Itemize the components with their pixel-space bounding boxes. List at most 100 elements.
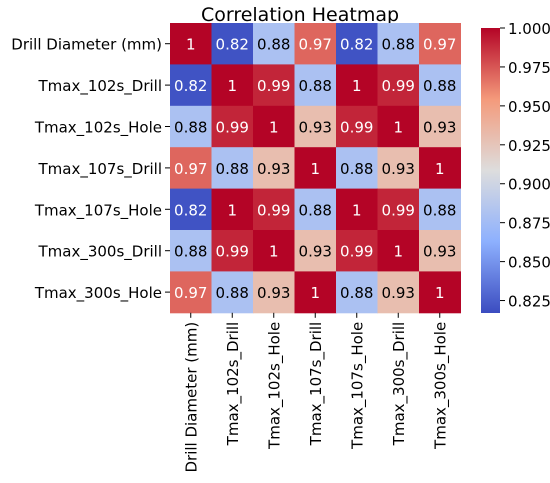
row-label: Tmax_107s_Hole — [34, 201, 162, 220]
heatmap-cell — [294, 147, 337, 190]
heatmap-cell — [419, 23, 461, 65]
heatmap-cell — [294, 230, 337, 272]
column-label: Tmax_300s_Hole — [432, 322, 451, 450]
cell-value-label: 0.88 — [174, 119, 207, 137]
heatmap-cell — [211, 271, 254, 314]
column-label: Tmax_102s_Drill — [224, 322, 243, 447]
row-label: Tmax_102s_Hole — [34, 119, 162, 138]
cell-value-label: 0.88 — [340, 160, 373, 178]
cell-value-label: 0.93 — [423, 243, 456, 261]
heatmap-cell — [253, 188, 295, 231]
cell-value-label: 1 — [352, 77, 362, 95]
colorbar-tick-label: 0.875 — [508, 215, 550, 233]
cell-value-label: 0.99 — [257, 201, 290, 219]
heatmap-cell — [170, 23, 212, 65]
colorbar-tick-label: 0.975 — [508, 59, 550, 77]
heatmap-cell — [336, 188, 378, 231]
column-labels: Drill Diameter (mm) Tmax_102s_Drill Tmax_1… — [183, 312, 451, 473]
column-label: Tmax_107s_Hole — [349, 322, 368, 450]
heatmap-cell — [419, 105, 461, 148]
row-labels: Drill Diameter (mm) Tmax_102s_Drill Tmax_1… — [11, 36, 170, 303]
heatmap-cell — [294, 271, 337, 314]
cell-value-label: 0.93 — [382, 284, 415, 302]
row-label: Tmax_300s_Hole — [34, 284, 162, 303]
cell-value-label: 1 — [435, 284, 445, 302]
cell-value-label: 0.93 — [423, 119, 456, 137]
cell-value-label: 0.97 — [174, 160, 207, 178]
colorbar-tick-label: 0.825 — [508, 293, 550, 311]
cell-value-label: 0.82 — [340, 36, 373, 54]
heatmap-cell — [377, 23, 420, 65]
colorbar-tick-label: 0.925 — [508, 137, 550, 155]
row-label: Drill Diameter (mm) — [11, 36, 162, 54]
cell-value-label: 0.88 — [257, 36, 290, 54]
cell-value-label: 0.99 — [340, 119, 373, 137]
colorbar: 1.000 0.975 0.950 0.925 0.900 0.875 0.850 0.825 — [481, 20, 550, 313]
heatmap-cell — [294, 105, 337, 148]
cell-value-label: 1 — [269, 243, 279, 261]
cell-value-label: 0.93 — [382, 160, 415, 178]
colorbar-tick-label: 1.000 — [508, 20, 550, 38]
heatmap-cells: 1 0.82 0.88 0.97 0.82 0.88 0.97 0.82 1 0.99 0.88 1 0… — [170, 23, 461, 314]
cell-value-label: 1 — [227, 201, 237, 219]
heatmap-cell — [377, 230, 420, 272]
heatmap-cell — [170, 188, 212, 231]
cell-value-label: 0.88 — [216, 284, 249, 302]
heatmap-cell — [377, 147, 420, 190]
cell-value-label: 1 — [310, 284, 320, 302]
column-label: Tmax_102s_Hole — [266, 322, 285, 450]
heatmap-cell — [253, 271, 295, 314]
heatmap-cell — [253, 147, 295, 190]
heatmap-cell — [253, 64, 295, 107]
row-label: Tmax_300s_Drill — [37, 243, 162, 262]
cell-value-label: 0.82 — [174, 201, 207, 219]
heatmap-cell — [170, 271, 212, 314]
heatmap-cell — [170, 147, 212, 190]
heatmap-cell — [336, 271, 378, 314]
cell-value-label: 0.93 — [257, 160, 290, 178]
cell-value-label: 1 — [186, 36, 196, 54]
cell-value-label: 0.99 — [257, 77, 290, 95]
heatmap-cell — [377, 105, 420, 148]
cell-value-label: 0.99 — [340, 243, 373, 261]
heatmap-cell — [253, 23, 295, 65]
heatmap-cell — [419, 147, 461, 190]
heatmap-cell — [211, 147, 254, 190]
heatmap-cell — [211, 23, 254, 65]
colorbar-tick-label: 0.950 — [508, 98, 550, 116]
colorbar-ticks: 1.000 0.975 0.950 0.925 0.900 0.875 0.850 0.825 — [500, 20, 550, 311]
cell-value-label: 0.82 — [174, 77, 207, 95]
cell-value-label: 0.88 — [423, 77, 456, 95]
cell-value-label: 1 — [393, 243, 403, 261]
heatmap-cell — [336, 105, 378, 148]
heatmap-cell — [419, 271, 461, 314]
cell-value-label: 1 — [393, 119, 403, 137]
row-label: Tmax_102s_Drill — [37, 77, 162, 96]
cell-value-label: 1 — [227, 77, 237, 95]
heatmap-cell — [294, 23, 337, 65]
heatmap-cell — [211, 64, 254, 107]
cell-value-label: 0.88 — [174, 243, 207, 261]
cell-value-label: 0.88 — [299, 77, 332, 95]
heatmap-cell — [336, 23, 378, 65]
cell-value-label: 1 — [352, 201, 362, 219]
colorbar-tick-label: 0.900 — [508, 176, 550, 194]
heatmap-cell — [419, 188, 461, 231]
cell-value-label: 0.93 — [299, 119, 332, 137]
heatmap-cell — [211, 105, 254, 148]
cell-value-label: 0.97 — [174, 284, 207, 302]
row-label: Tmax_107s_Drill — [37, 160, 162, 179]
heatmap-cell — [170, 64, 212, 107]
heatmap-cell — [419, 64, 461, 107]
heatmap-cell — [419, 230, 461, 272]
cell-value-label: 0.99 — [216, 243, 249, 261]
column-label: Drill Diameter (mm) — [183, 322, 201, 473]
heatmap-cell — [170, 230, 212, 272]
cell-value-label: 0.97 — [423, 36, 456, 54]
heatmap-cell — [336, 64, 378, 107]
cell-value-label: 0.93 — [257, 284, 290, 302]
cell-value-label: 0.82 — [216, 36, 249, 54]
column-label: Tmax_300s_Drill — [390, 322, 409, 447]
cell-value-label: 1 — [435, 160, 445, 178]
